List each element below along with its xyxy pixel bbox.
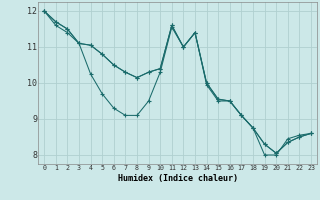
X-axis label: Humidex (Indice chaleur): Humidex (Indice chaleur) [118,174,238,183]
